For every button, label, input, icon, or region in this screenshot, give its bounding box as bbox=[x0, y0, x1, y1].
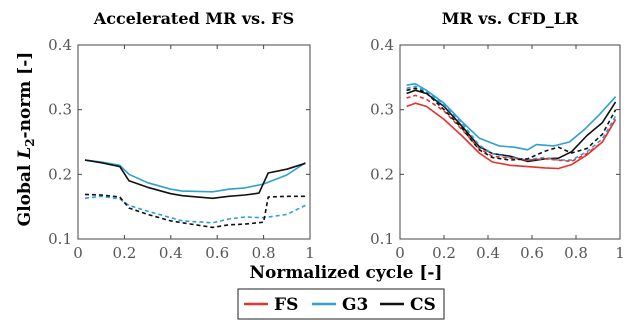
series-line-fs-solid bbox=[406, 102, 617, 170]
x-tick-label: 1 bbox=[615, 244, 625, 262]
series-line-g3-solid bbox=[406, 83, 617, 151]
series-line-fs-dashed bbox=[406, 94, 617, 163]
x-tick-label: 0.4 bbox=[476, 244, 500, 262]
panel-left: Accelerated MR vs. FS 0.1 0.2 0.3 0.4 0 0.2 0.4… bbox=[48, 9, 315, 262]
y-axis-label-sub: 2 bbox=[23, 138, 37, 146]
x-tick-label: 0.8 bbox=[564, 244, 588, 262]
legend-label-fs: FS bbox=[274, 295, 298, 315]
y-tick-label: 0.4 bbox=[370, 36, 394, 54]
series-line-cs-dashed bbox=[84, 193, 306, 229]
y-tick-label: 0.2 bbox=[48, 165, 72, 183]
series-line-cs-solid bbox=[84, 159, 306, 200]
legend: FS G3 CS bbox=[237, 288, 445, 320]
legend-box bbox=[237, 288, 445, 320]
x-tick-label: 0.6 bbox=[520, 244, 544, 262]
y-tick-label: 0.3 bbox=[370, 101, 394, 119]
series-line-cs-dashed bbox=[406, 87, 617, 161]
y-axis-label: Global L2-norm [-] bbox=[15, 52, 37, 227]
y-tick-label: 0.2 bbox=[370, 165, 394, 183]
x-tick-label: 0.6 bbox=[205, 244, 229, 262]
y-axis-label-var: L bbox=[15, 147, 35, 160]
x-tick-label: 0 bbox=[73, 244, 83, 262]
panel-right: MR vs. CFD_LR 0.1 0.2 0.3 0.4 0 0.2 0.4 0.6 0.8 1 bbox=[370, 9, 625, 262]
series-line-g3-solid bbox=[84, 159, 306, 193]
x-tick-label: 0.2 bbox=[432, 244, 456, 262]
axes-frame bbox=[399, 44, 621, 240]
x-tick-label: 0.4 bbox=[159, 244, 183, 262]
chart-title: MR vs. CFD_LR bbox=[442, 9, 579, 28]
x-tick-label: 1 bbox=[305, 244, 315, 262]
y-tick-label: 0.1 bbox=[370, 230, 394, 248]
y-axis-label-rest: -norm [-] bbox=[15, 52, 35, 139]
axes-frame bbox=[77, 44, 311, 240]
x-tick-label: 0.8 bbox=[252, 244, 276, 262]
y-tick-label: 0.4 bbox=[48, 36, 72, 54]
y-tick-label: 0.3 bbox=[48, 101, 72, 119]
legend-label-g3: G3 bbox=[342, 295, 368, 315]
y-tick-label: 0.1 bbox=[48, 230, 72, 248]
x-axis-label: Normalized cycle [-] bbox=[250, 263, 443, 283]
x-tick-label: 0.2 bbox=[112, 244, 136, 262]
chart-title: Accelerated MR vs. FS bbox=[93, 9, 294, 28]
x-tick-label: 0 bbox=[395, 244, 405, 262]
y-axis-label-main: Global bbox=[15, 159, 35, 227]
legend-label-cs: CS bbox=[410, 295, 436, 315]
series-line-g3-dashed bbox=[406, 85, 617, 161]
legend-items: FS G3 CS bbox=[244, 295, 436, 315]
series-line-g3-dashed bbox=[84, 195, 306, 224]
